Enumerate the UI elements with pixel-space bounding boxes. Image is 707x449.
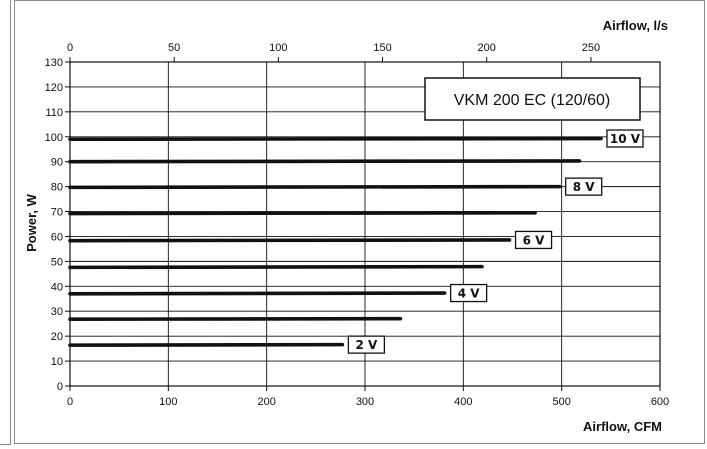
series-line (68, 238, 512, 243)
series-label: 8 V (573, 180, 596, 194)
x2-tick-label: 50 (168, 42, 180, 54)
series-label: 10 V (610, 132, 641, 146)
series-label: 6 V (523, 233, 546, 247)
y-tick-label: 110 (45, 107, 63, 119)
chart-title: VKM 200 EC (120/60) (454, 92, 611, 109)
x2-tick-label: 200 (478, 42, 496, 54)
x-tick-label: 600 (651, 396, 669, 408)
x-tick-label: 100 (159, 396, 177, 408)
series-line (68, 184, 562, 190)
series-label-box (347, 335, 386, 354)
chart-title-box: VKM 200 EC (120/60) (424, 77, 641, 121)
y-tick-label: 20 (51, 331, 63, 343)
y-tick-label: 100 (45, 132, 63, 144)
y-tick-label: 80 (51, 182, 63, 194)
series-labels: 10 V 8 V 6 V 4 V 2 V (347, 129, 644, 354)
series-line (68, 264, 484, 270)
y-tick-label: 40 (51, 281, 63, 293)
y-tick-label: 130 (45, 57, 63, 69)
series-label-box (606, 129, 644, 148)
series-line (68, 159, 582, 164)
x-tick-label: 500 (552, 396, 570, 408)
series-line (68, 291, 447, 296)
y-tick-label: 70 (51, 207, 63, 219)
chart-frame (14, 0, 705, 444)
x-tick-label: 400 (454, 396, 472, 408)
series-label-box (514, 230, 553, 250)
x2-tick-label: 100 (269, 42, 287, 54)
tick-labels: 0 100 200 300 400 500 600 0 50 100 150 200 250 0 10 20 3… (45, 42, 670, 408)
y-tick-label: 0 (57, 381, 63, 393)
series-line (68, 210, 537, 216)
x-tick-label: 0 (67, 396, 73, 408)
x2-tick-label: 250 (582, 42, 600, 54)
y-tick-label: 50 (51, 256, 63, 268)
x-axis-title: Airflow, CFM (583, 419, 662, 434)
y-tick-label: 90 (51, 157, 63, 169)
series-label-box (449, 283, 488, 303)
x-tick-label: 200 (257, 396, 275, 408)
series-label: 2 V (355, 338, 378, 352)
series-lines (68, 136, 603, 347)
y-tick-label: 120 (45, 82, 63, 94)
y-tick-label: 60 (51, 231, 63, 243)
series-line (68, 136, 603, 142)
series-label: 4 V (458, 287, 481, 301)
y-tick-label: 10 (51, 356, 63, 368)
x2-tick-label: 0 (67, 42, 73, 54)
y-tick-label: 30 (51, 306, 63, 318)
x-tick-label: 300 (356, 396, 374, 408)
x2-axis-title: Airflow, l/s (603, 18, 668, 33)
chart-title-frame (424, 77, 641, 121)
left-panel-border (0, 0, 11, 445)
y-axis-title: Power, W (24, 193, 39, 252)
series-label-box (565, 177, 603, 196)
x2-tick-label: 150 (373, 42, 391, 54)
